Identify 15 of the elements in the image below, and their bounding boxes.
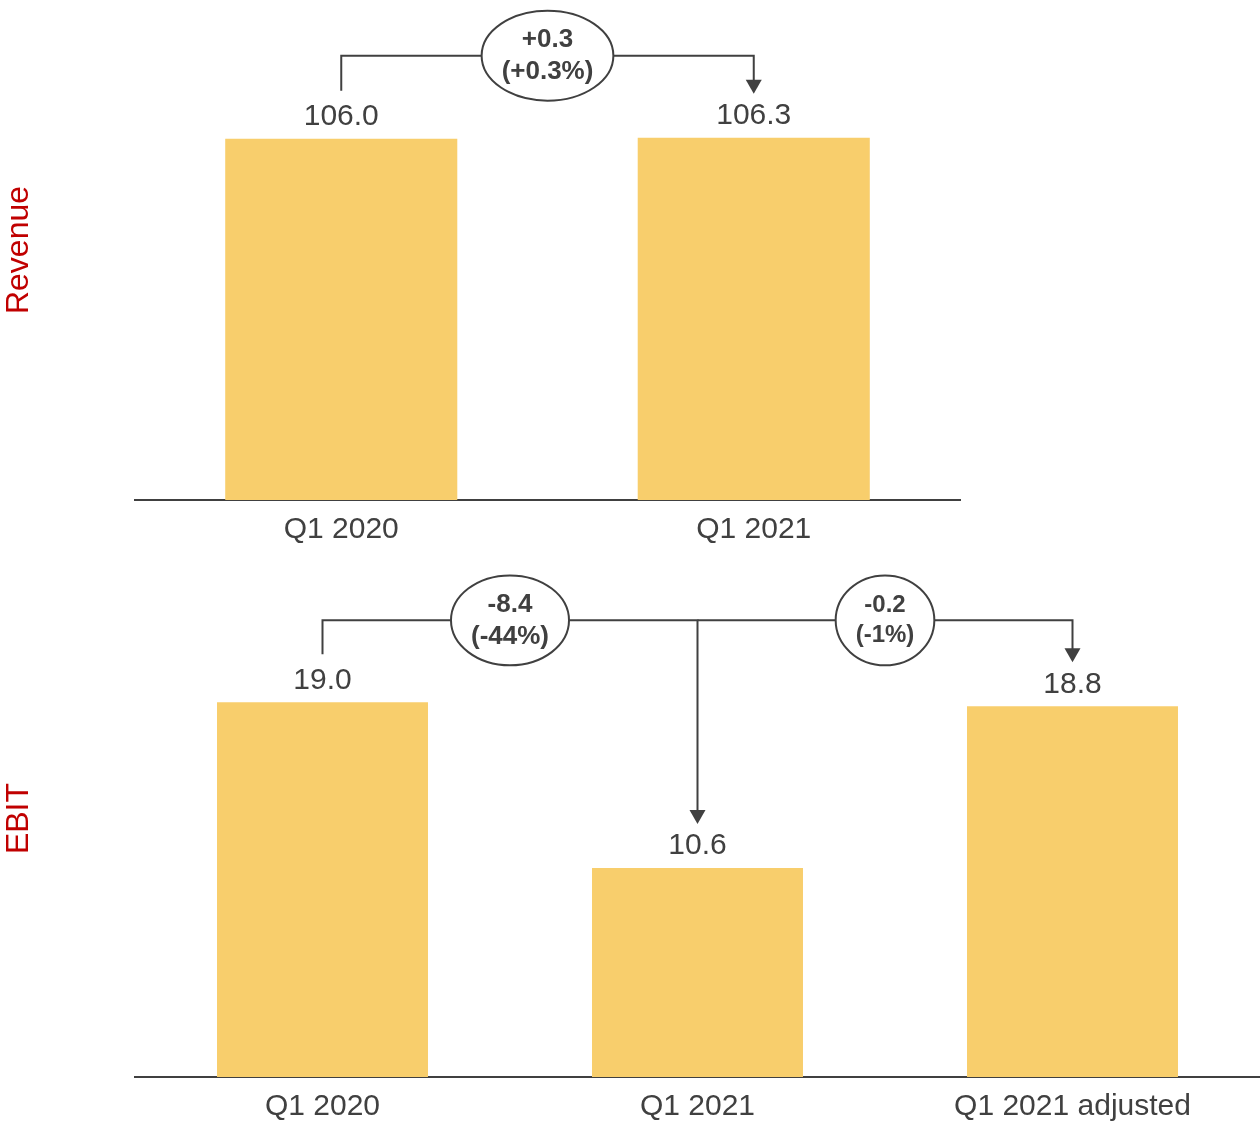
y-axis-title: Revenue <box>0 185 36 315</box>
x-tick-label: Q1 2021 <box>639 1088 756 1122</box>
data-label: 18.8 <box>1043 665 1102 699</box>
data-label: 106.0 <box>303 97 379 131</box>
data-label: 19.0 <box>293 661 352 695</box>
text: -8.4 (-44%) <box>470 587 550 650</box>
text: +0.3 (+0.3%) <box>501 22 594 85</box>
x-tick-label: Q1 2020 <box>283 511 399 545</box>
x-tick-label: Q1 2020 <box>264 1088 381 1122</box>
x-tick-label: Q1 2021 adjusted <box>954 1088 1191 1122</box>
data-label: 106.3 <box>716 96 792 130</box>
y-axis-title: EBIT <box>0 782 36 855</box>
data-label: 10.6 <box>668 827 727 861</box>
text: -0.2 (-1%) <box>855 589 915 647</box>
x-tick-label: Q1 2021 <box>696 511 812 545</box>
